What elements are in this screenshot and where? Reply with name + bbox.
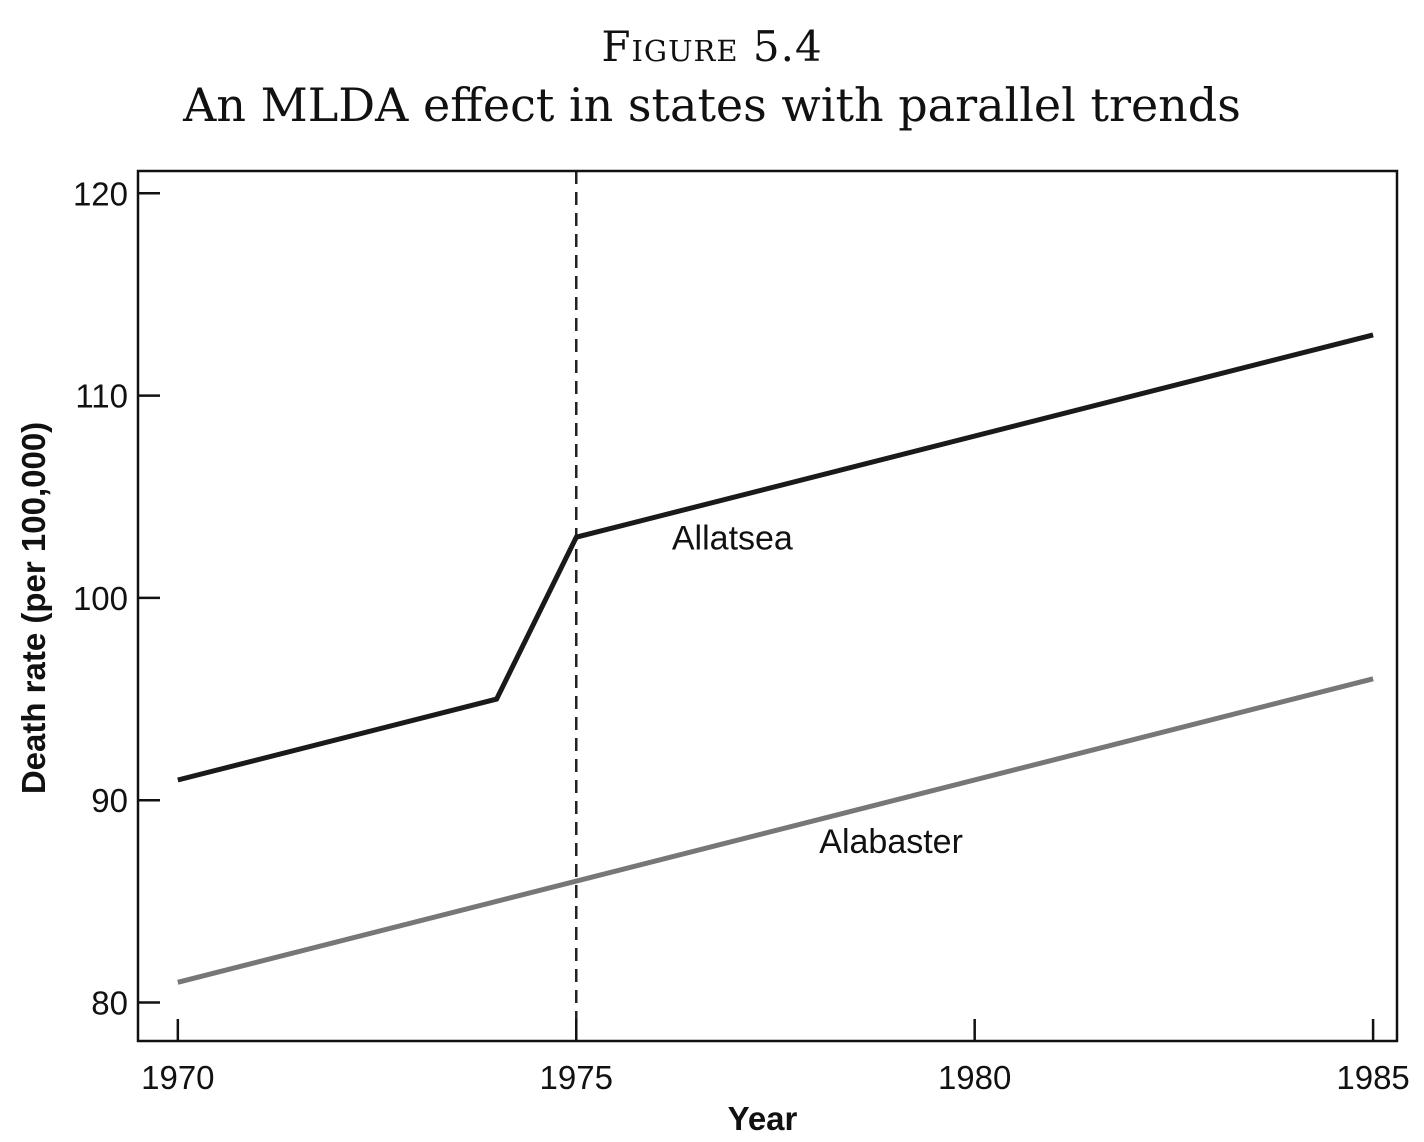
x-tick-label: 1970 (141, 1059, 214, 1096)
x-tick-label: 1975 (540, 1059, 613, 1096)
x-tick-label: 1980 (938, 1059, 1011, 1096)
y-tick-label: 120 (73, 175, 128, 212)
chart-title: An MLDA effect in states with parallel t… (183, 78, 1241, 132)
x-tick-label: 1985 (1336, 1059, 1409, 1096)
figure-label: Figure 5.4 (601, 22, 823, 71)
x-axis-title: Year (728, 1100, 798, 1137)
series-line-allatsea (177, 332, 1374, 783)
y-axis-title: Death rate (per 100,000) (15, 422, 52, 794)
y-axis-ticks: 80 90 100 110 120 (73, 175, 160, 1022)
y-tick-label: 80 (91, 985, 128, 1022)
y-tick-label: 100 (73, 580, 128, 617)
plot-area-frame (136, 169, 1399, 1043)
series-layer (177, 332, 1374, 985)
y-tick-label: 110 (75, 378, 128, 415)
series-label-allatsea: Allatsea (672, 519, 793, 557)
series-label-layer: Allatsea Alabaster (672, 519, 963, 860)
series-label-alabaster: Alabaster (819, 823, 963, 861)
y-tick-label: 90 (91, 782, 128, 819)
x-axis-ticks: 1970 1975 1980 1985 (141, 1019, 1410, 1096)
series-line-alabaster (177, 676, 1374, 985)
